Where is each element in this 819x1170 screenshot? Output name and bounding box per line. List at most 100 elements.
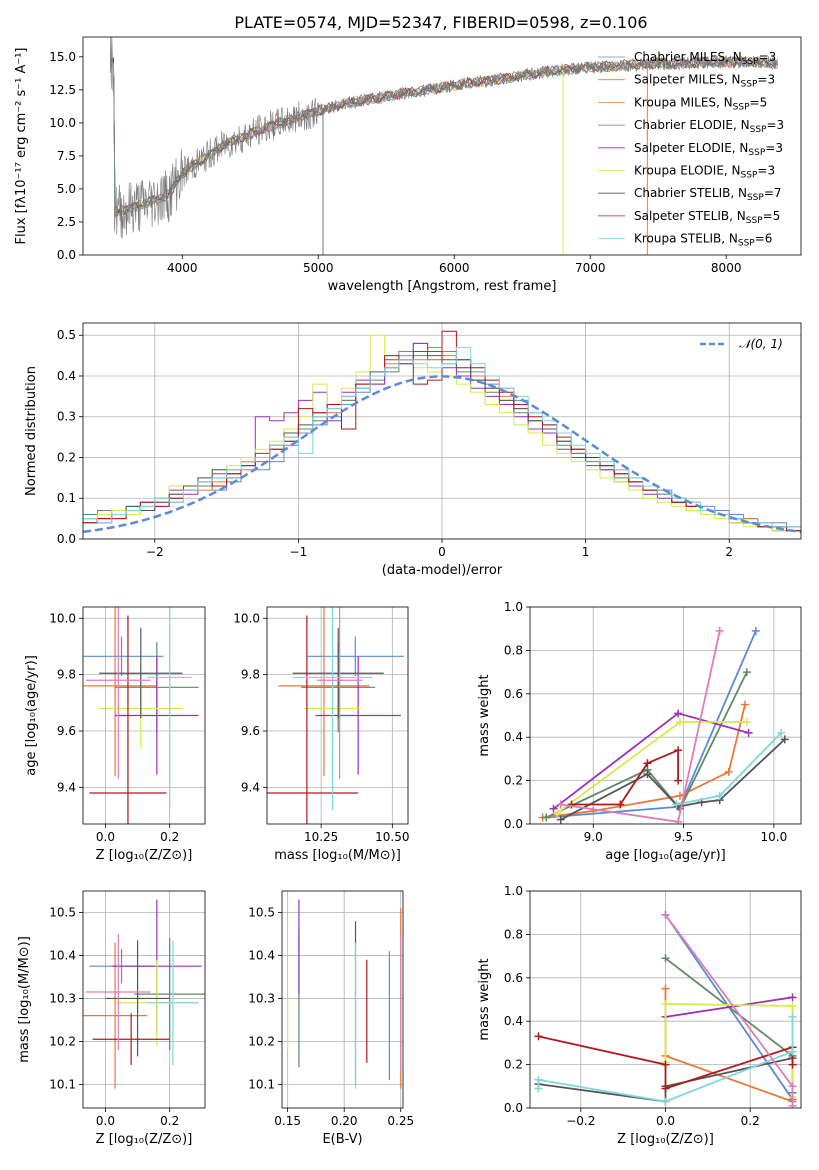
x-tick-label: 10.0 bbox=[761, 830, 788, 844]
series-line bbox=[538, 1057, 793, 1103]
x-tick-label: 4000 bbox=[167, 261, 198, 275]
y-tick-label: 0.4 bbox=[504, 730, 523, 744]
y-tick-label: 10.5 bbox=[49, 905, 76, 919]
series-marker bbox=[674, 776, 683, 785]
plot-area bbox=[267, 607, 408, 824]
series-marker bbox=[616, 800, 625, 809]
series-marker bbox=[542, 813, 551, 822]
x-tick-label: 0 bbox=[438, 545, 446, 559]
panel-1: −2 −1 0 1 2 0.0 0.1 0.2 0.3 0.4 0.5 (data-model)/er… bbox=[24, 322, 802, 578]
x-tick-label: 1 bbox=[582, 545, 590, 559]
x-tick-label: 7000 bbox=[575, 261, 606, 275]
x-tick-label: 5000 bbox=[303, 261, 334, 275]
y-tick-label: 0.2 bbox=[504, 774, 523, 788]
legend-text: Chabrier STELIB, N bbox=[634, 186, 747, 200]
y-tick-label: 9.8 bbox=[57, 668, 76, 682]
series-marker bbox=[744, 728, 753, 737]
series-marker bbox=[715, 791, 724, 800]
observed-spectrum-line bbox=[109, 37, 778, 239]
plot-area bbox=[282, 891, 403, 1108]
x-tick-label: 9.0 bbox=[584, 830, 603, 844]
legend-value: =3 bbox=[766, 118, 784, 132]
legend-label: Chabrier STELIB, NSSP=7 bbox=[634, 186, 782, 203]
y-tick-label: 0.1 bbox=[57, 491, 76, 505]
series-marker bbox=[788, 1060, 797, 1069]
series-marker bbox=[661, 910, 670, 919]
legend-value: =5 bbox=[750, 95, 768, 109]
y-axis-label: mass [log₁₀(M/M⊙)] bbox=[17, 936, 32, 1063]
y-tick-label: 1.0 bbox=[504, 600, 523, 614]
legend-subscript: SSP bbox=[748, 148, 765, 158]
x-tick-label: 0.20 bbox=[331, 1114, 358, 1128]
series-marker bbox=[661, 984, 670, 993]
x-axis-label: mass [log₁₀(M/M⊙)] bbox=[274, 848, 401, 863]
series-marker bbox=[556, 815, 565, 824]
series-line bbox=[560, 738, 786, 821]
panel-3: 10.25 10.50 9.4 9.6 9.8 10.0 mass [log₁₀(M/M⊙)… bbox=[233, 606, 410, 863]
plot-area bbox=[83, 607, 205, 824]
y-tick-label: 0.4 bbox=[504, 1014, 523, 1028]
legend-label: Kroupa MILES, NSSP=5 bbox=[634, 95, 767, 112]
y-tick-label: 0.0 bbox=[504, 817, 523, 831]
x-tick-label: 0.25 bbox=[387, 1114, 414, 1128]
y-tick-label: 10.4 bbox=[49, 948, 76, 962]
series-marker bbox=[780, 735, 789, 744]
series-marker bbox=[549, 804, 558, 813]
y-axis-label: Normed distribution bbox=[24, 366, 39, 496]
y-tick-label: 2.5 bbox=[57, 215, 76, 229]
x-tick-label: 0.0 bbox=[96, 830, 115, 844]
panel-0: 4000 5000 6000 7000 8000 0.0 2.5 5.0 7.5 10.0 12.5… bbox=[14, 36, 802, 294]
y-tick-label: 10.1 bbox=[248, 1077, 275, 1091]
legend-text: Salpeter STELIB, N bbox=[634, 209, 746, 223]
series-marker bbox=[661, 999, 670, 1008]
x-tick-label: 0.0 bbox=[96, 1114, 115, 1128]
legend-text: Salpeter ELODIE, N bbox=[634, 141, 748, 155]
x-axis-label: Z [log₁₀(Z/Z⊙)] bbox=[96, 1132, 193, 1147]
axes-frame bbox=[529, 606, 802, 825]
series-marker bbox=[788, 993, 797, 1002]
series-marker bbox=[661, 1084, 670, 1093]
y-tick-label: 0.8 bbox=[504, 927, 523, 941]
y-tick-label: 0.8 bbox=[504, 643, 523, 657]
series-marker bbox=[715, 626, 724, 635]
y-tick-label: 10.1 bbox=[49, 1077, 76, 1091]
legend-label: Kroupa STELIB, NSSP=6 bbox=[634, 232, 772, 249]
y-tick-label: 10.0 bbox=[49, 116, 76, 130]
y-tick-label: 0.2 bbox=[57, 450, 76, 464]
series-marker bbox=[675, 718, 684, 727]
series-marker bbox=[553, 809, 562, 818]
y-tick-label: 9.4 bbox=[57, 780, 76, 794]
series-marker bbox=[643, 759, 652, 768]
x-tick-label: −2 bbox=[146, 545, 164, 559]
series-marker bbox=[751, 626, 760, 635]
x-tick-label: 2 bbox=[725, 545, 733, 559]
series-marker bbox=[674, 746, 683, 755]
series-marker bbox=[742, 718, 751, 727]
legend-text: Kroupa MILES, N bbox=[634, 95, 733, 109]
series-marker bbox=[777, 728, 786, 737]
legend-value: =3 bbox=[765, 141, 783, 155]
legend-subscript: SSP bbox=[742, 57, 759, 67]
legend-value: =3 bbox=[757, 164, 775, 178]
legend-value: =7 bbox=[764, 186, 782, 200]
y-axis-label: age [log₁₀(age/yr)] bbox=[24, 655, 39, 776]
series-marker bbox=[788, 1082, 797, 1091]
y-tick-label: 7.5 bbox=[57, 149, 76, 163]
y-tick-label: 9.8 bbox=[241, 668, 260, 682]
legend-label: Chabrier MILES, NSSP=3 bbox=[634, 50, 776, 67]
axes-frame bbox=[82, 890, 206, 1109]
y-tick-label: 0.0 bbox=[57, 532, 76, 546]
normal-curve-line bbox=[83, 375, 801, 534]
y-tick-label: 10.4 bbox=[248, 948, 275, 962]
y-tick-label: 10.2 bbox=[248, 1034, 275, 1048]
y-tick-label: 0.5 bbox=[57, 328, 76, 342]
x-tick-label: 0.2 bbox=[160, 1114, 179, 1128]
series-marker bbox=[788, 1101, 797, 1108]
axes-frame bbox=[82, 36, 802, 256]
y-tick-label: 10.2 bbox=[49, 1034, 76, 1048]
legend-text: Kroupa STELIB, N bbox=[634, 232, 738, 246]
y-tick-label: 1.0 bbox=[504, 884, 523, 898]
legend-text: Kroupa ELODIE, N bbox=[634, 164, 741, 178]
axes-frame bbox=[281, 890, 404, 1109]
